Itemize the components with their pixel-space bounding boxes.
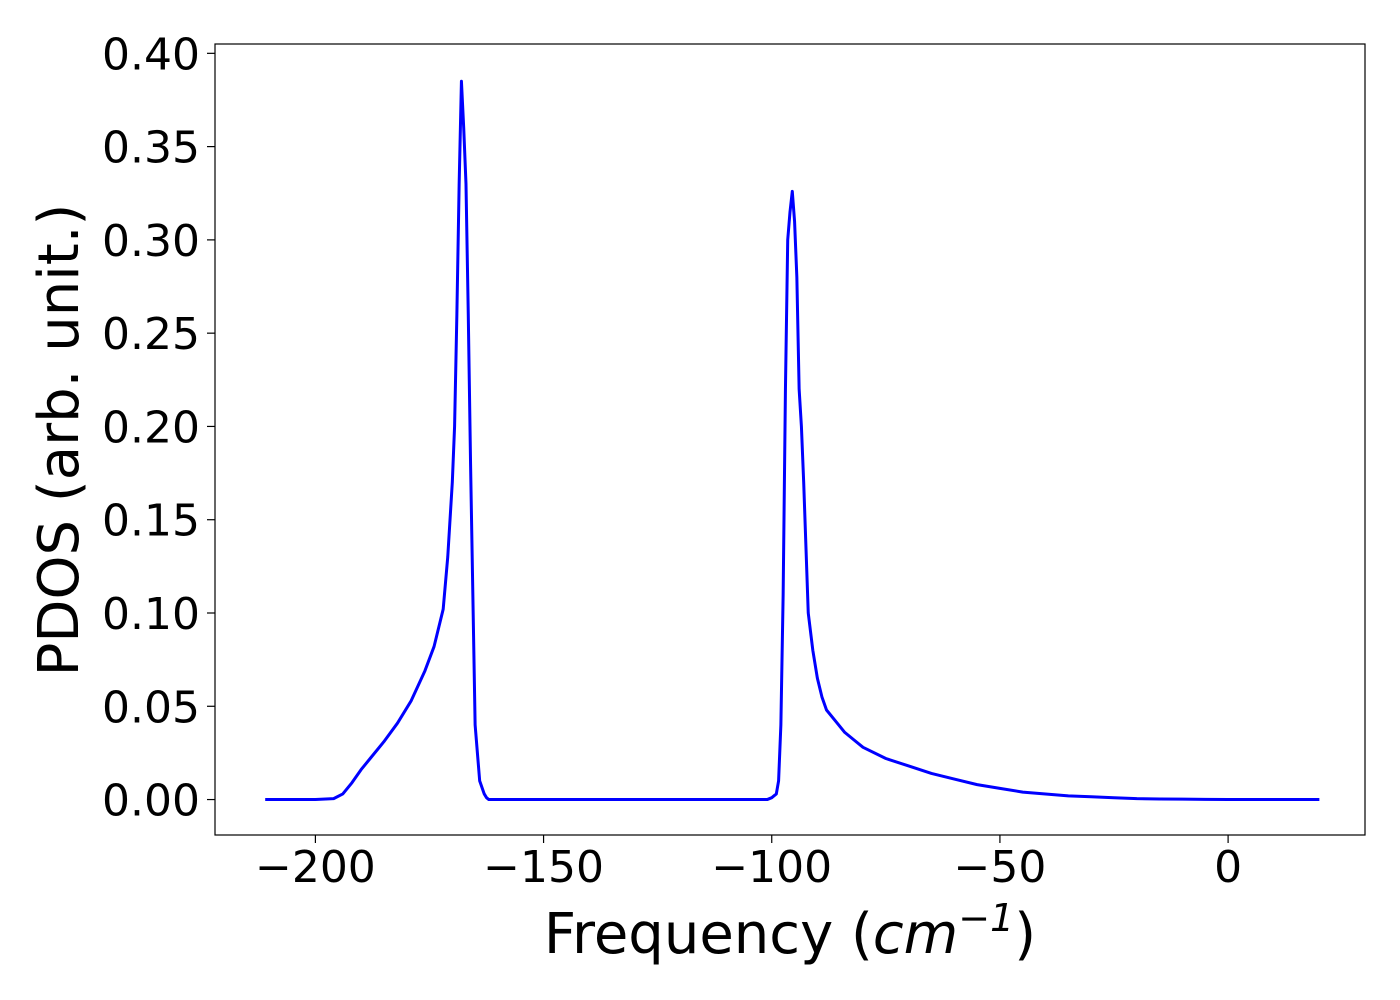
- axes-frame: [214, 43, 1366, 836]
- x-axis-label-close: ): [1014, 902, 1036, 967]
- x-axis-label-main: Frequency (: [544, 902, 873, 967]
- y-tick-label: 0.15: [102, 496, 200, 547]
- y-tick-label: 0.10: [102, 589, 200, 640]
- y-tick-label: 0.35: [102, 123, 200, 174]
- x-axis-ticks: −200 −150 −100 −50 0: [255, 835, 1242, 893]
- y-axis-ticks: 0.00 0.05 0.10 0.15 0.20 0.25 0.30 0.35 0.40: [102, 29, 215, 827]
- x-tick-label: −200: [255, 842, 376, 893]
- series-line-0: [265, 79, 1320, 802]
- y-tick-label: 0.40: [102, 29, 200, 80]
- x-tick-label: −150: [483, 842, 604, 893]
- x-axis-label: Frequency (cm−1): [544, 896, 1036, 967]
- x-tick-label: −100: [711, 842, 832, 893]
- y-tick-label: 0.25: [102, 309, 200, 360]
- y-tick-label: 0.20: [102, 402, 200, 453]
- x-axis-label-unit: cm: [873, 902, 958, 967]
- y-tick-label: 0.30: [102, 216, 200, 267]
- x-tick-label: −50: [953, 842, 1046, 893]
- y-tick-label: 0.00: [102, 776, 200, 827]
- y-axis-label: PDOS (arb. unit.): [27, 204, 92, 677]
- x-axis-label-exponent: −1: [958, 896, 1014, 940]
- plot-area: [265, 79, 1320, 802]
- y-tick-label: 0.05: [102, 682, 200, 733]
- x-tick-label: 0: [1214, 842, 1242, 893]
